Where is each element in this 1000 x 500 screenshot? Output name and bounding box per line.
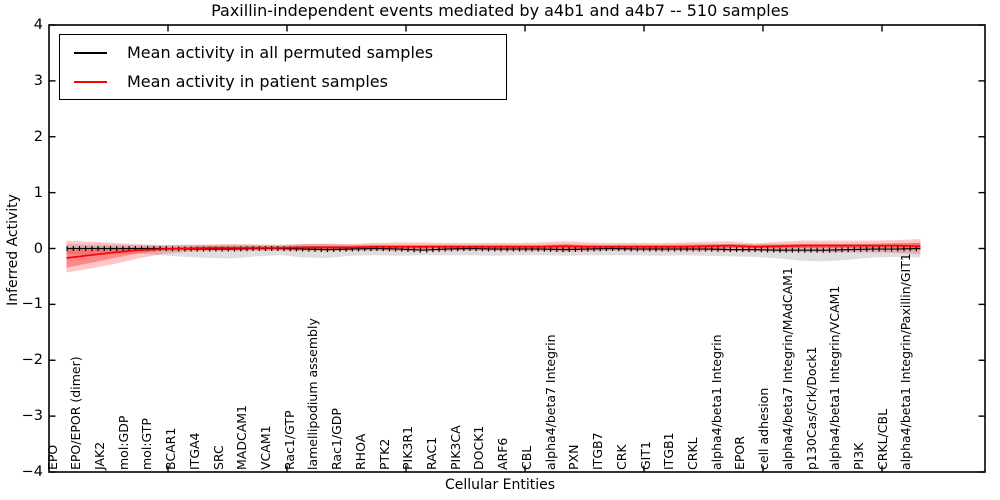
x-category-label: ARF6 [495, 437, 511, 470]
x-category-label: alpha4/beta1 Integrin/VCAM1 [827, 285, 843, 470]
x-category-label: PXN [566, 444, 582, 470]
y-tick-label: −1 [21, 296, 43, 313]
x-category-label: MADCAM1 [234, 405, 250, 470]
patient-mean-line [66, 244, 921, 259]
x-category-label: CRK [613, 444, 629, 470]
legend-label-patient: Mean activity in patient samples [127, 72, 388, 91]
x-category-label: alpha4/beta1 Integrin/Paxillin/GIT1 [898, 253, 914, 470]
permuted-mean-line [66, 247, 921, 251]
x-category-label: ITGB7 [590, 432, 606, 470]
x-category-label: EPOR [732, 436, 748, 470]
x-category-label: RAC1 [424, 436, 440, 470]
x-category-label: PTK2 [376, 438, 392, 470]
x-category-label: CRKL [684, 437, 700, 470]
x-category-label: PIK3CA [447, 425, 463, 470]
x-category-label: VCAM1 [257, 425, 273, 470]
x-category-label: SRC [210, 445, 226, 470]
x-category-label: GIT1 [637, 441, 653, 470]
x-category-label: alpha4/beta7 Integrin/MAdCAM1 [779, 267, 795, 470]
legend-label-permuted: Mean activity in all permuted samples [127, 43, 434, 62]
x-category-label: Rac1/GDP [329, 408, 345, 470]
y-tick-label: −2 [21, 352, 43, 369]
x-category-label: CBL [518, 445, 534, 470]
x-axis-label: Cellular Entities [444, 477, 556, 493]
legend: Mean activity in all permuted samples Me… [59, 34, 507, 100]
x-category-label: PI3K [850, 442, 866, 470]
x-category-label: BCAR1 [163, 427, 179, 470]
x-category-label: mol:GTP [139, 418, 155, 470]
x-category-label: alpha4/beta7 Integrin [542, 334, 558, 470]
x-category-label: JAK2 [91, 441, 107, 470]
legend-item-permuted: Mean activity in all permuted samples [60, 39, 506, 66]
y-tick-label: 0 [33, 240, 43, 257]
legend-item-patient: Mean activity in patient samples [60, 68, 506, 95]
y-tick-label: 2 [33, 128, 43, 145]
x-category-label: EPO/EPOR (dimer) [68, 356, 84, 470]
y-tick-label: 3 [33, 72, 43, 89]
x-category-label: DOCK1 [471, 425, 487, 470]
x-category-label: Rac1/GTP [281, 410, 297, 470]
x-category-label: CRKL/CBL [874, 408, 890, 470]
x-category-label: ITGA4 [186, 432, 202, 470]
y-tick-label: 4 [33, 17, 43, 33]
x-category-label: alpha4/beta1 Integrin [708, 334, 724, 470]
x-category-label: lamellipodium assembly [305, 318, 321, 470]
y-tick-label: −4 [21, 464, 43, 480]
red-line-sample-icon [74, 80, 107, 83]
chart-title: Paxillin-independent events mediated by … [211, 1, 789, 20]
y-tick-label: 1 [33, 184, 43, 201]
x-category-label: cell adhesion [756, 387, 772, 470]
x-category-label: EPO [44, 444, 60, 470]
x-category-label: p130Cas/Crk/Dock1 [803, 346, 819, 470]
x-category-label: mol:GDP [115, 415, 131, 470]
x-category-label: RHOA [352, 433, 368, 470]
x-category-label: PIK3R1 [400, 425, 416, 470]
x-category-label: ITGB1 [661, 432, 677, 470]
black-line-sample-icon [74, 51, 107, 54]
y-tick-label: −3 [21, 408, 43, 425]
